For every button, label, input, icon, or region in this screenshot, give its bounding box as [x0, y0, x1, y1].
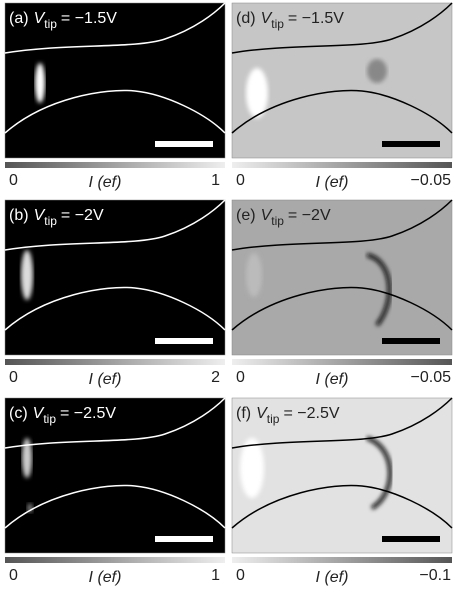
- colorbar: [232, 557, 452, 563]
- colorbar: [5, 359, 225, 365]
- colorbar-min: 0: [236, 567, 245, 584]
- voltage-subscript: tip: [44, 214, 57, 228]
- panel-label: (a): [9, 10, 29, 27]
- voltage-value: = −2V: [288, 207, 331, 224]
- voltage-value: = −1.5V: [61, 10, 117, 27]
- colorbar: [5, 557, 225, 563]
- colorbar-axis-label: I (ef): [89, 174, 122, 191]
- panel-label: (e): [236, 207, 256, 224]
- colorbar-axis-label: I (ef): [316, 569, 349, 586]
- scale-bar: [382, 536, 440, 542]
- colorbar-min: 0: [9, 369, 18, 386]
- intensity-blob: [22, 438, 32, 478]
- panel-label: (d): [236, 10, 256, 27]
- colorbar-max: 1: [211, 172, 220, 189]
- colorbar: [232, 162, 452, 168]
- voltage-value: = −1.5V: [288, 10, 344, 27]
- colorbar-min: 0: [9, 172, 18, 189]
- voltage-subscript: tip: [271, 17, 284, 31]
- colorbar: [232, 359, 452, 365]
- voltage-subscript: tip: [44, 17, 57, 31]
- scale-bar: [155, 338, 213, 344]
- figure: (a)Vtip= −1.5V0I (ef)1(d)Vtip= −1.5V0I (…: [0, 0, 453, 597]
- intensity-blob: [35, 63, 45, 103]
- colorbar-axis-label: I (ef): [316, 174, 349, 191]
- scale-bar: [155, 536, 213, 542]
- panel-label: (c): [9, 405, 28, 422]
- colorbar-max: −0.1: [419, 567, 451, 584]
- voltage-subscript: tip: [267, 412, 280, 426]
- intensity-blob: [367, 59, 387, 83]
- colorbar-min: 0: [9, 567, 18, 584]
- voltage-value: = −2V: [61, 207, 104, 224]
- colorbar-axis-label: I (ef): [89, 569, 122, 586]
- intensity-blob: [246, 253, 262, 297]
- colorbar-min: 0: [236, 369, 245, 386]
- colorbar-max: −0.05: [411, 172, 452, 189]
- voltage-subscript: tip: [271, 214, 284, 228]
- colorbar-max: 2: [211, 369, 220, 386]
- voltage-subscript: tip: [43, 412, 56, 426]
- scale-bar: [382, 141, 440, 147]
- colorbar-axis-label: I (ef): [89, 371, 122, 388]
- voltage-value: = −2.5V: [283, 405, 339, 422]
- colorbar-min: 0: [236, 172, 245, 189]
- voltage-value: = −2.5V: [60, 405, 116, 422]
- intensity-blob: [21, 250, 33, 300]
- colorbar-axis-label: I (ef): [316, 371, 349, 388]
- panel-label: (f): [236, 405, 251, 422]
- scale-bar: [382, 338, 440, 344]
- scale-bar: [155, 141, 213, 147]
- colorbar-max: −0.05: [411, 369, 452, 386]
- panel-label: (b): [9, 207, 29, 224]
- colorbar-max: 1: [211, 567, 220, 584]
- colorbar: [5, 162, 225, 168]
